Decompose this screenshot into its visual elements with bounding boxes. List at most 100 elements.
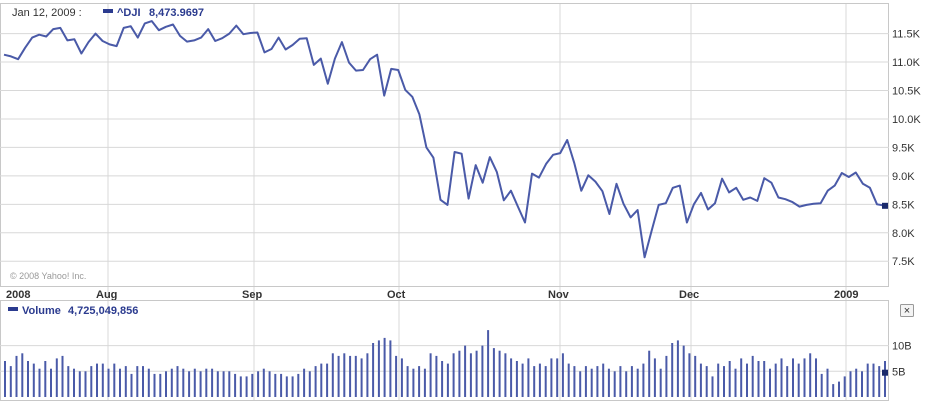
volume-bar xyxy=(55,358,58,397)
volume-bar xyxy=(676,340,679,397)
volume-bar xyxy=(153,373,156,397)
volume-bar xyxy=(487,330,490,397)
volume-bar xyxy=(395,355,398,397)
volume-bar xyxy=(665,355,668,397)
volume-bar xyxy=(625,371,628,397)
volume-bar xyxy=(763,361,766,397)
price-y-tick-label: 9.0K xyxy=(892,171,915,183)
volume-bar xyxy=(723,366,725,397)
volume-bar xyxy=(757,361,760,397)
volume-bar xyxy=(441,361,444,397)
volume-bar xyxy=(400,358,403,397)
volume-bar xyxy=(774,363,777,397)
volume-bar xyxy=(21,353,24,397)
volume-bar xyxy=(573,366,576,397)
price-y-tick-label: 11.5K xyxy=(892,29,921,41)
close-icon[interactable]: × xyxy=(904,305,910,317)
volume-bar xyxy=(73,368,75,397)
volume-bar xyxy=(280,373,283,397)
header-value: 8,473.9697 xyxy=(149,7,204,19)
volume-bar xyxy=(38,368,41,397)
copyright-text: © 2008 Yahoo! Inc. xyxy=(10,271,86,281)
volume-bar xyxy=(826,368,829,397)
price-y-tick-label: 9.5K xyxy=(892,142,915,154)
volume-bar xyxy=(533,366,536,397)
volume-bar xyxy=(469,353,472,397)
price-grid xyxy=(0,4,889,286)
volume-bar xyxy=(297,373,300,397)
volume-bar xyxy=(429,353,432,397)
volume-bar xyxy=(354,355,357,397)
volume-bar xyxy=(67,366,70,397)
volume-bar xyxy=(492,348,495,397)
volume-bar xyxy=(452,353,455,397)
volume-bar xyxy=(602,363,605,397)
volume-bar xyxy=(711,376,714,397)
volume-bar xyxy=(377,340,380,397)
volume-bar xyxy=(596,366,599,397)
volume-value: 4,725,049,856 xyxy=(68,305,138,317)
volume-bar xyxy=(27,361,29,397)
volume-bar xyxy=(193,368,196,397)
volume-bar xyxy=(147,368,150,397)
volume-bar xyxy=(176,366,179,397)
volume-bar xyxy=(314,366,317,397)
volume-bar xyxy=(751,355,754,397)
volume-bar xyxy=(435,355,438,397)
volume-bar xyxy=(475,350,478,397)
volume-close-button[interactable]: × xyxy=(900,304,914,318)
volume-bar xyxy=(527,358,530,397)
price-y-tick-label: 8.0K xyxy=(892,228,915,240)
volume-bar xyxy=(659,368,662,397)
volume-bar xyxy=(803,358,806,397)
volume-bar xyxy=(510,358,513,397)
price-y-tick-label: 8.5K xyxy=(892,199,915,211)
volume-y-tick-label: 5B xyxy=(892,366,905,378)
volume-bar xyxy=(61,355,64,397)
volume-bar xyxy=(544,366,547,397)
volume-bar xyxy=(809,353,812,397)
volume-bar xyxy=(4,361,6,397)
volume-bar xyxy=(303,368,306,397)
volume-bar xyxy=(113,363,116,397)
volume-bar xyxy=(326,363,329,397)
volume-bar xyxy=(843,376,846,397)
dji-price-line xyxy=(3,20,885,259)
volume-bar xyxy=(372,343,375,397)
volume-bar xyxy=(119,368,121,397)
volume-bar xyxy=(291,376,294,397)
volume-legend-swatch xyxy=(8,307,18,311)
volume-bar xyxy=(515,361,518,397)
price-panel-frame xyxy=(0,3,889,287)
volume-bar xyxy=(96,363,98,397)
volume-bar xyxy=(423,368,426,397)
x-tick-label: Dec xyxy=(679,289,699,301)
volume-bar xyxy=(734,368,737,397)
x-tick-label: Nov xyxy=(548,289,570,301)
volume-bar xyxy=(222,371,225,397)
volume-bar xyxy=(188,371,191,397)
volume-bar xyxy=(653,358,656,397)
volume-bar xyxy=(792,358,794,397)
volume-bar xyxy=(337,355,340,397)
volume-bar xyxy=(797,363,800,397)
volume-bar xyxy=(619,366,622,397)
volume-bar xyxy=(630,366,633,397)
volume-bar xyxy=(861,371,863,397)
volume-bar xyxy=(567,363,570,397)
volume-bar xyxy=(159,373,162,397)
volume-bar xyxy=(107,368,110,397)
volume-bar xyxy=(584,366,587,397)
volume-bar xyxy=(717,363,720,397)
volume-bars xyxy=(4,330,886,397)
volume-bar xyxy=(32,363,35,397)
volume-bar xyxy=(331,353,334,397)
x-tick-label: Oct xyxy=(387,289,406,301)
volume-bar xyxy=(613,371,616,397)
volume-bar xyxy=(50,368,52,397)
volume-bar xyxy=(239,376,242,397)
volume-bar xyxy=(590,368,593,397)
volume-bar xyxy=(165,371,167,397)
volume-bar xyxy=(780,358,783,397)
volume-bar xyxy=(481,345,484,397)
